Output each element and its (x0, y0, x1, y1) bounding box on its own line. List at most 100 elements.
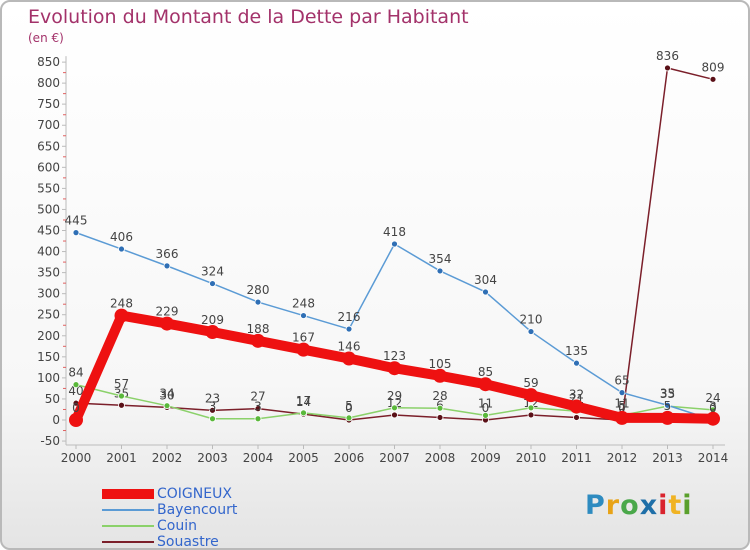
data-label-bayencourt: 366 (156, 247, 179, 261)
legend-swatch-souastre (102, 541, 154, 543)
logo-letter: t (668, 490, 683, 521)
data-point-bayencourt (300, 312, 307, 319)
data-point-coigneux (660, 410, 675, 425)
data-point-bayencourt (482, 288, 489, 296)
data-point-souastre (118, 401, 125, 409)
x-tick-label: 2002 (152, 451, 183, 465)
data-point-coigneux (251, 333, 265, 348)
y-tick-label: 700 (37, 118, 60, 132)
data-label-coigneux: 146 (338, 340, 361, 354)
data-point-bayencourt (118, 245, 125, 253)
data-label-bayencourt: 210 (520, 313, 543, 327)
y-tick-label: 250 (37, 308, 60, 322)
data-point-bayencourt (664, 401, 671, 409)
data-point-couin (300, 409, 307, 417)
legend-swatch-bayencourt (102, 509, 154, 511)
data-label-bayencourt: 354 (429, 252, 452, 266)
data-point-coigneux (387, 361, 402, 376)
x-tick-label: 2004 (243, 451, 274, 465)
data-point-couin (163, 402, 171, 410)
y-tick-label: 50 (45, 392, 60, 406)
data-label-coigneux: 188 (247, 322, 270, 336)
data-point-souastre (527, 411, 535, 419)
y-tick-label: 300 (37, 287, 60, 301)
data-label-souastre: 0 (482, 401, 490, 415)
x-tick-label: 2014 (698, 451, 729, 465)
data-point-coigneux (615, 410, 629, 425)
data-label-coigneux: 85 (478, 365, 493, 379)
y-tick-label: 200 (37, 329, 60, 343)
y-tick-label: 150 (37, 350, 60, 364)
data-label-coigneux: 5 (664, 399, 672, 413)
y-tick-label: 0 (52, 413, 60, 427)
x-tick-label: 2010 (516, 451, 547, 465)
data-point-bayencourt (436, 267, 444, 275)
data-label-couin: 34 (159, 387, 174, 401)
data-point-coigneux (69, 413, 83, 427)
data-label-couin: 84 (68, 366, 83, 380)
data-label-coigneux: 248 (110, 297, 133, 311)
data-label-bayencourt: 418 (383, 225, 406, 239)
data-point-bayencourt (72, 229, 80, 237)
chart-title: Evolution du Montant de la Dette par Hab… (28, 6, 469, 28)
data-point-souastre (391, 411, 398, 419)
data-label-bayencourt: 248 (292, 297, 315, 311)
data-point-souastre (709, 75, 717, 83)
y-tick-label: 800 (37, 76, 60, 90)
data-point-souastre (664, 64, 671, 72)
data-label-bayencourt: 0 (709, 401, 717, 415)
data-label-coigneux: 3 (709, 400, 717, 414)
x-tick-label: 2009 (470, 451, 501, 465)
data-point-coigneux (342, 351, 356, 366)
data-point-bayencourt (573, 359, 580, 367)
x-tick-label: 2001 (106, 451, 137, 465)
legend-label-bayencourt: Bayencourt (157, 502, 238, 518)
legend-label-coigneux: COIGNEUX (157, 486, 232, 502)
y-tick-label: -50 (40, 434, 60, 448)
legend-swatch-coigneux (102, 489, 154, 499)
data-point-coigneux (569, 399, 584, 414)
x-tick-label: 2007 (379, 451, 410, 465)
data-label-bayencourt: 135 (565, 344, 588, 358)
data-label-bayencourt: 304 (474, 273, 497, 287)
data-label-souastre: 12 (387, 396, 402, 410)
data-label-couin: 3 (254, 400, 262, 414)
data-point-couin (209, 415, 216, 423)
logo-letter: P (585, 490, 606, 521)
x-tick-label: 2011 (561, 451, 592, 465)
y-tick-label: 600 (37, 160, 60, 174)
y-tick-label: 550 (37, 181, 60, 195)
data-label-bayencourt: 324 (201, 265, 224, 279)
data-point-bayencourt (345, 325, 353, 333)
data-label-couin: 57 (114, 377, 129, 391)
x-tick-label: 2008 (425, 451, 456, 465)
data-label-coigneux: 59 (523, 376, 538, 390)
data-point-coigneux (114, 308, 129, 323)
data-label-coigneux: 229 (156, 305, 179, 319)
data-label-couin: 17 (296, 394, 311, 408)
x-tick-label: 2000 (61, 451, 92, 465)
data-point-souastre (436, 414, 444, 421)
data-label-bayencourt: 445 (65, 214, 88, 228)
y-tick-label: 500 (37, 202, 60, 216)
data-label-souastre: 30 (159, 388, 174, 402)
data-point-coigneux (524, 388, 538, 403)
data-label-couin: 33 (660, 387, 675, 401)
data-label-bayencourt: 35 (660, 386, 675, 400)
y-tick-label: 850 (37, 55, 60, 69)
y-tick-label: 650 (37, 139, 60, 153)
y-tick-label: 100 (37, 371, 60, 385)
y-tick-label: 400 (37, 245, 60, 259)
data-point-bayencourt (391, 240, 398, 248)
data-point-couin (118, 392, 125, 400)
data-point-coigneux (478, 377, 493, 392)
data-point-coigneux (205, 324, 220, 339)
legend-label-souastre: Souastre (157, 534, 219, 550)
data-point-souastre (254, 405, 262, 413)
data-point-couin (345, 414, 353, 422)
x-tick-label: 2006 (334, 451, 365, 465)
data-label-souastre: 40 (68, 384, 83, 398)
data-label-souastre: 27 (250, 390, 265, 404)
x-tick-label: 2013 (652, 451, 683, 465)
